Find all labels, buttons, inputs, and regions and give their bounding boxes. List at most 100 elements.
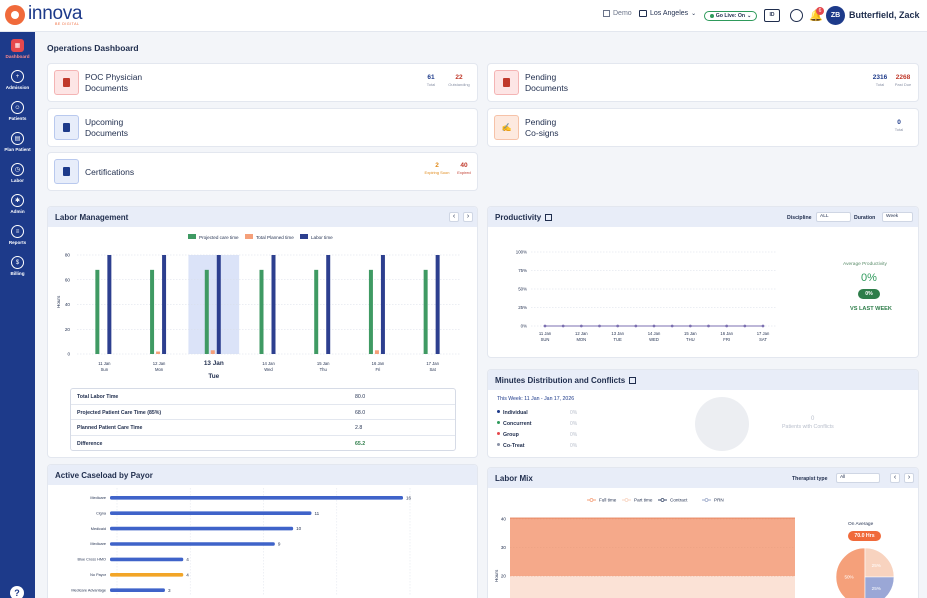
- x-tick-day: Thu: [320, 367, 328, 372]
- panel-title: Minutes Distribution and Conflicts: [495, 376, 637, 385]
- expiring-soon-stat[interactable]: 2 Expiring Soon: [424, 162, 450, 175]
- area-part-time: [510, 576, 795, 598]
- table-row: Projected Patient Care Time (85%) 68.0: [71, 405, 455, 420]
- y-tick-label: Medicare Advantage: [71, 588, 106, 592]
- sidebar-item-label: Admin: [10, 209, 25, 214]
- legend-label: Full time: [599, 498, 617, 503]
- legend-label: Projected care time: [199, 235, 239, 240]
- panel-title: Labor Mix: [495, 474, 533, 483]
- expired-stat[interactable]: 40 Expired: [457, 162, 471, 175]
- sidebar-item-label: Patients: [8, 116, 27, 121]
- innova-logo-icon[interactable]: [5, 5, 25, 25]
- duration-select[interactable]: Week: [882, 212, 913, 222]
- row-label: Projected Patient Care Time (85%): [77, 409, 162, 416]
- panel-header: Active Caseload by Payor: [48, 465, 477, 485]
- logo-text[interactable]: innova: [28, 3, 83, 24]
- y-axis-label: Hours: [494, 569, 499, 582]
- data-point: [579, 324, 583, 328]
- y-tick-label: 80: [65, 253, 71, 258]
- upcoming-documents-card[interactable]: Upcoming Documents: [47, 108, 478, 147]
- pie-slice: [864, 576, 895, 598]
- id-card-icon[interactable]: ID: [764, 9, 780, 22]
- go-live-toggle[interactable]: Go Live: On ⌄: [704, 11, 757, 21]
- avatar[interactable]: ZB: [826, 6, 845, 25]
- row-value: 2.8: [355, 425, 363, 431]
- data-point: [616, 324, 620, 328]
- x-tick-day: MON: [576, 337, 586, 342]
- bullet-icon: [497, 443, 500, 446]
- bar: [374, 350, 379, 354]
- sidebar-item-label: Admission: [5, 85, 30, 90]
- user-name[interactable]: Butterfield, Zack: [849, 10, 920, 20]
- labor-mix-pie: 50% 25% 25%: [835, 547, 895, 598]
- y-tick-label: 60: [65, 277, 71, 282]
- prev-week-button[interactable]: ‹: [890, 473, 900, 483]
- y-tick-label: Blue Cross HMO: [78, 558, 107, 562]
- demo-switch[interactable]: Demo: [603, 10, 632, 17]
- data-point: [634, 324, 638, 328]
- prev-week-button[interactable]: ‹: [449, 212, 459, 222]
- help-icon[interactable]: ?: [10, 586, 24, 598]
- sidebar-item-label: Billing: [10, 271, 25, 276]
- list-item: Group: [497, 432, 519, 438]
- table-row: Planned Patient Care Time 2.8: [71, 420, 455, 436]
- location-label: Los Angeles: [650, 10, 689, 17]
- slice-label: 25%: [872, 563, 881, 568]
- discipline-select[interactable]: ALL: [816, 212, 851, 222]
- sidebar-item-plan-patient[interactable]: ▤ Plan Patient: [0, 132, 35, 152]
- pie-slice: [864, 547, 895, 578]
- bullet-icon: [497, 432, 500, 435]
- chevron-down-icon: ⌄: [691, 11, 697, 17]
- percent-value: 0%: [570, 421, 578, 427]
- pending-cosigns-card[interactable]: ✍ Pending Co-signs 0 Total: [487, 108, 919, 147]
- bar: [107, 255, 112, 354]
- card-title: Pending Documents: [525, 72, 568, 93]
- bar: [110, 573, 184, 577]
- bar: [110, 496, 403, 500]
- poc-total-stat[interactable]: 61 Total: [426, 74, 436, 87]
- data-label: 4: [186, 572, 189, 577]
- therapist-type-select[interactable]: All: [836, 473, 880, 483]
- x-tick-date: 15 Jan: [317, 361, 330, 366]
- external-link-icon[interactable]: [545, 214, 553, 221]
- panel-header: Labor Management ‹ ›: [48, 207, 477, 227]
- calendar-icon: ▤: [11, 132, 24, 145]
- next-week-button[interactable]: ›: [463, 212, 473, 222]
- bar: [435, 255, 440, 354]
- external-link-icon[interactable]: [629, 377, 637, 384]
- top-header: innova BE DIGITAL Demo Los Angeles ⌄ Go …: [0, 0, 927, 32]
- labor-management-chart: Projected care time Total Planned time Lab…: [56, 234, 460, 380]
- pending-past-due-stat[interactable]: 2268 Past Due: [894, 74, 912, 87]
- sidebar-item-patients[interactable]: ☺ Patients: [0, 101, 35, 121]
- pending-total-stat[interactable]: 2316 Total: [872, 74, 888, 87]
- clock-icon[interactable]: [790, 9, 803, 22]
- sidebar-item-labor[interactable]: ◷ Labor: [0, 163, 35, 183]
- y-tick-label: Cigna: [96, 511, 107, 515]
- sidebar-item-dashboard[interactable]: ▦ Dashboard: [0, 39, 35, 59]
- y-tick-label: 20: [65, 327, 71, 332]
- x-tick-day: SAT: [759, 337, 767, 342]
- x-tick-date: 11 Jan: [539, 331, 552, 336]
- sidebar-item-reports[interactable]: ≡ Reports: [0, 225, 35, 245]
- location-select[interactable]: Los Angeles ⌄: [639, 10, 696, 17]
- legend-swatch: [188, 234, 196, 239]
- cosigns-total-stat[interactable]: 0 Total: [894, 119, 904, 132]
- poc-outstanding-stat[interactable]: 22 Outstanding: [448, 74, 470, 87]
- card-title: Certifications: [85, 167, 135, 177]
- certifications-card[interactable]: Certifications 2 Expiring Soon 40 Expire…: [47, 152, 478, 191]
- sidebar-item-admin[interactable]: ✱ Admin: [0, 194, 35, 214]
- bar: [110, 588, 165, 592]
- poc-physician-documents-card[interactable]: POC Physician Documents 61 Total 22 Outst…: [47, 63, 478, 102]
- x-tick-day: Fri: [375, 367, 380, 372]
- pending-documents-card[interactable]: Pending Documents 2316 Total 2268 Past Du…: [487, 63, 919, 102]
- x-tick-day: Tue: [208, 373, 219, 380]
- sidebar-item-admission[interactable]: + Admission: [0, 70, 35, 90]
- labor-totals-table: Total Labor Time 80.0 Projected Patient …: [70, 388, 456, 451]
- x-tick-date: 14 Jan: [262, 361, 275, 366]
- next-week-button[interactable]: ›: [904, 473, 914, 483]
- x-tick-day: TUE: [613, 337, 622, 342]
- data-label: 11: [314, 511, 319, 516]
- productivity-panel: Productivity Discipline ALL Duration Wee…: [487, 206, 919, 358]
- sidebar-item-billing[interactable]: $ Billing: [0, 256, 35, 276]
